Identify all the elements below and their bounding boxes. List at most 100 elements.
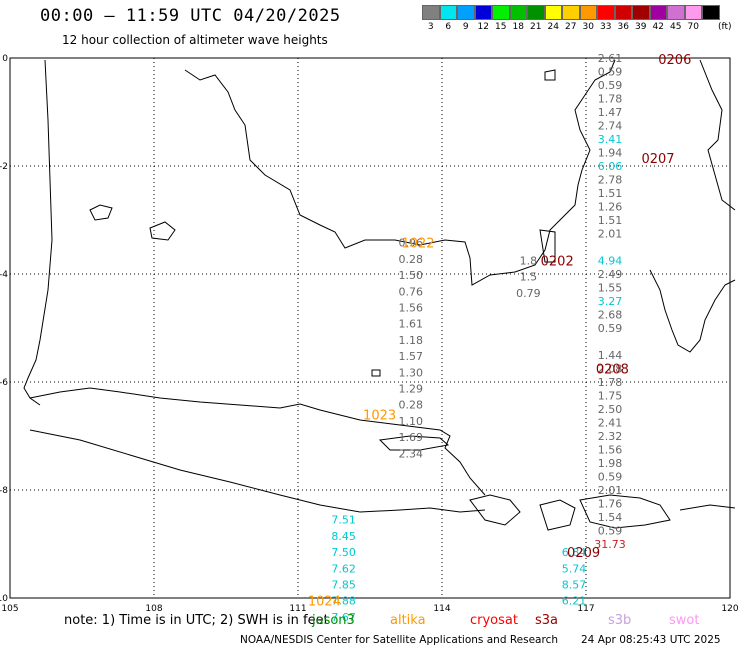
swh-value: 7.85 xyxy=(331,579,356,592)
legend-entry: 3 xyxy=(422,5,440,32)
legend-label: 18 xyxy=(512,22,524,32)
satellite-cryosat: cryosat xyxy=(470,613,518,628)
swh-value: 1.56 xyxy=(598,444,623,457)
satellite-swot: swot xyxy=(669,613,700,628)
lon-tick-label: 108 xyxy=(145,604,162,614)
timestamp-text: 24 Apr 08:25:43 UTC 2025 xyxy=(581,634,721,646)
coastline-sumbawa xyxy=(579,494,671,529)
legend-swatch xyxy=(492,5,510,20)
swh-value: 4.94 xyxy=(598,255,623,268)
legend-unit: (ft) xyxy=(718,22,732,32)
swh-value: 6.21 xyxy=(562,595,587,608)
coastline-sulawesi-sw xyxy=(649,269,736,353)
swh-value: 2.01 xyxy=(598,228,623,241)
track-label: 1024 xyxy=(308,595,341,610)
legend-entry: 45 xyxy=(667,5,685,32)
coastline-sumatra xyxy=(23,59,53,406)
swh-value: 7.50 xyxy=(331,546,356,559)
swh-value: 5.74 xyxy=(562,562,587,575)
swh-value: 2.34 xyxy=(399,447,424,460)
swh-value: 2.50 xyxy=(598,403,623,416)
swh-value: 0.79 xyxy=(516,287,541,300)
lat-tick-label: 0 xyxy=(2,54,8,64)
coastline-bali xyxy=(469,494,521,526)
swh-value: 0.28 xyxy=(399,253,424,266)
lat-lon-grid xyxy=(9,57,731,599)
swh-value: 1.55 xyxy=(598,282,623,295)
note-prefix: note: 1) Time is in UTC; 2) SWH is in fe… xyxy=(64,613,329,628)
legend-swatch xyxy=(562,5,580,20)
swh-value: 1.30 xyxy=(399,366,424,379)
swh-value: 0.59 xyxy=(598,471,623,484)
swh-value: 2.78 xyxy=(598,174,623,187)
swh-value: 1.69 xyxy=(399,431,424,444)
swh-value: 3.27 xyxy=(598,295,623,308)
swh-value: 7.67 xyxy=(331,611,356,624)
swh-value: 2.01 xyxy=(598,484,623,497)
swh-value: 7.51 xyxy=(331,514,356,527)
coastline-borneo xyxy=(184,59,616,286)
lat-tick-label: -10 xyxy=(0,594,8,604)
swh-value: 1.8 xyxy=(520,255,538,268)
legend-entry: 30 xyxy=(579,5,597,32)
legend-label: 33 xyxy=(600,22,612,32)
legend-entry: 15 xyxy=(492,5,510,32)
legend-swatch xyxy=(597,5,615,20)
swh-value: 1.29 xyxy=(399,382,424,395)
note-row: note: 1) Time is in UTC; 2) SWH is in fe… xyxy=(64,613,329,628)
legend-entry: 42 xyxy=(649,5,667,32)
swh-value: 8.57 xyxy=(562,579,587,592)
legend-swatch xyxy=(579,5,597,20)
legend-entry: 24 xyxy=(544,5,562,32)
track-label: 1022 xyxy=(401,237,434,252)
legend-swatch xyxy=(474,5,492,20)
swh-value: 1.47 xyxy=(598,106,623,119)
lon-tick-label: 120 xyxy=(721,604,738,614)
legend-entry: 70 xyxy=(684,5,702,32)
color-legend: 3 6 9 12 15 18 21 24 27 30 33 36 39 42 45 70 xyxy=(422,5,720,32)
coastline-bangka xyxy=(89,204,113,221)
swh-value: 0.59 xyxy=(598,79,623,92)
swh-value: 2.08 xyxy=(598,363,623,376)
satellite-altika: altika xyxy=(390,613,426,628)
coastline-java xyxy=(29,387,486,496)
swh-value: 1.50 xyxy=(399,269,424,282)
coastline-java-south xyxy=(29,429,486,513)
legend-label: 3 xyxy=(427,22,434,32)
swh-value: 0.96 xyxy=(399,237,424,250)
swh-value: 2.41 xyxy=(598,417,623,430)
legend-swatch xyxy=(457,5,475,20)
legend-label: 12 xyxy=(477,22,489,32)
swh-value: 8.45 xyxy=(331,530,356,543)
legend-swatch xyxy=(439,5,457,20)
swh-value: 2.68 xyxy=(598,309,623,322)
legend-entry: 6 xyxy=(439,5,457,32)
swh-value: 1.57 xyxy=(399,350,424,363)
swh-value: 1.26 xyxy=(598,201,623,214)
swh-value: 2.49 xyxy=(598,268,623,281)
legend-entry: 39 xyxy=(632,5,650,32)
map-subtitle: 12 hour collection of altimeter wave hei… xyxy=(62,33,328,47)
swh-value: 7.88 xyxy=(331,595,356,608)
lat-tick-label: -4 xyxy=(0,270,8,280)
map-title: 00:00 – 11:59 UTC 04/20/2025 xyxy=(40,6,341,26)
swh-value: 1.18 xyxy=(399,334,424,347)
legend-swatch xyxy=(422,5,440,20)
lon-tick-label: 111 xyxy=(289,604,306,614)
legend-swatch xyxy=(614,5,632,20)
legend-swatch xyxy=(684,5,702,20)
legend-swatch xyxy=(509,5,527,20)
swh-value: 0.59 xyxy=(598,525,623,538)
satellite-s3a: s3a xyxy=(535,613,559,628)
track-label: 0207 xyxy=(641,152,674,167)
swh-value: 1.78 xyxy=(598,376,623,389)
axis-labels: 105 108 111 114 117 120 0 -2 -4 -6 -8 -10 xyxy=(0,54,739,614)
swh-value: 1.5 xyxy=(520,271,538,284)
swh-value: 3.41 xyxy=(598,133,623,146)
legend-label: 70 xyxy=(687,22,699,32)
legend-label: 30 xyxy=(582,22,594,32)
legend-swatch xyxy=(527,5,545,20)
swh-value: 0.28 xyxy=(399,399,424,412)
swh-value: 2.32 xyxy=(598,430,623,443)
